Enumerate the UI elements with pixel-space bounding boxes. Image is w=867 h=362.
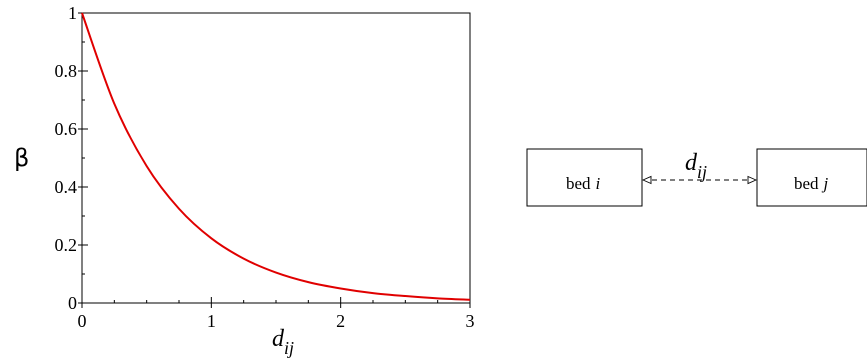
x-axis-label-sub: ij (284, 338, 294, 358)
x-axis-label: dij (272, 326, 294, 358)
y-tick-label: 0.4 (55, 177, 78, 197)
distance-label: dij (685, 150, 707, 182)
x-tick-label: 2 (336, 311, 345, 331)
bed-j-var: j (822, 174, 829, 193)
y-tick-label: 1 (68, 3, 77, 23)
axis-ticks (78, 12, 471, 308)
bed-j-box (756, 148, 867, 207)
x-tick-label: 1 (207, 311, 216, 331)
y-tick-label: 0 (68, 293, 77, 313)
x-tick-label: 3 (466, 311, 475, 331)
decay-curve (81, 12, 471, 301)
decay-chart: 0 1 2 3 0 0.2 0.4 0.6 0.8 1 β dij (14, 3, 475, 358)
y-tick-label: 0.2 (55, 235, 78, 255)
y-axis-label: β (14, 144, 29, 172)
y-tick-label: 0.8 (55, 61, 78, 81)
y-tick-label: 0.6 (55, 119, 78, 139)
bed-i-box (526, 148, 643, 207)
bed-j-text: bed (794, 174, 819, 193)
x-tick-label: 0 (78, 311, 87, 331)
bed-i-text: bed (566, 174, 591, 193)
axis-tick-labels: 0 1 2 3 0 0.2 0.4 0.6 0.8 1 (55, 3, 475, 331)
plot-frame (81, 12, 471, 304)
bed-i-label: bed i (566, 174, 601, 193)
bed-j-label: bed j (794, 174, 829, 193)
distance-label-sub: ij (697, 162, 707, 182)
bed-distance-diagram: bed i bed j dij (526, 148, 867, 207)
bed-i-var: i (596, 174, 601, 193)
x-axis-label-base: d (272, 326, 285, 352)
distance-label-base: d (685, 150, 698, 176)
